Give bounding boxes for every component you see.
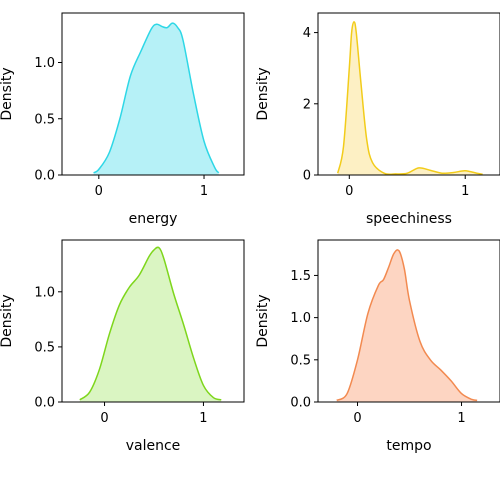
speechiness-x-axis-label: speechiness bbox=[366, 211, 452, 227]
tempo-y-tick-label: 1.0 bbox=[290, 311, 311, 326]
speechiness-density-plot: 0 1 0 2 4 speechiness Density bbox=[255, 12, 500, 227]
energy-x-axis-label: energy bbox=[129, 211, 178, 227]
speechiness-density-line bbox=[336, 21, 483, 176]
speechiness-density-fill bbox=[337, 21, 483, 176]
energy-y-tick-label: 0.5 bbox=[34, 112, 55, 127]
energy-y-axis-label: Density bbox=[0, 67, 15, 120]
energy-y-tick-label: 0.0 bbox=[34, 169, 55, 184]
energy-y-tick-label: 1.0 bbox=[34, 56, 55, 71]
valence-y-tick-label: 0.0 bbox=[34, 396, 55, 411]
speechiness-x-tick-label: 0 bbox=[345, 184, 353, 199]
valence-x-tick-label: 0 bbox=[100, 411, 108, 426]
speechiness-x-tick-label: 1 bbox=[461, 184, 469, 199]
energy-x-tick-label: 1 bbox=[200, 184, 208, 199]
tempo-density-plot: 0 1 0.0 0.5 1.0 1.5 tempo Density bbox=[255, 239, 500, 454]
speechiness-y-tick-label: 0 bbox=[303, 169, 311, 184]
tempo-x-tick-label: 0 bbox=[353, 411, 361, 426]
valence-density-fill bbox=[79, 247, 222, 402]
energy-x-tick-label: 0 bbox=[95, 184, 103, 199]
tempo-x-axis-label: tempo bbox=[386, 438, 431, 454]
valence-x-axis-label: valence bbox=[126, 438, 181, 454]
valence-y-tick-label: 0.5 bbox=[34, 340, 55, 355]
valence-density-plot: 0 1 0.0 0.5 1.0 valence Density bbox=[0, 239, 245, 454]
tempo-y-tick-label: 0.5 bbox=[290, 353, 311, 368]
valence-y-axis-label: Density bbox=[0, 294, 15, 347]
tempo-density-line bbox=[336, 249, 478, 402]
speechiness-y-tick-label: 4 bbox=[303, 26, 311, 41]
valence-axes-frame bbox=[61, 239, 245, 403]
tempo-axes-frame bbox=[317, 239, 500, 403]
speechiness-y-tick-label: 2 bbox=[303, 97, 311, 112]
energy-density-plot: 0 1 0.0 0.5 1.0 energy Density bbox=[0, 12, 245, 227]
valence-density-line bbox=[79, 246, 222, 401]
tempo-y-tick-label: 0.0 bbox=[290, 396, 311, 411]
tempo-y-tick-label: 1.5 bbox=[290, 269, 311, 284]
tempo-y-axis-label: Density bbox=[255, 294, 271, 347]
valence-y-tick-label: 1.0 bbox=[34, 285, 55, 300]
valence-x-tick-label: 1 bbox=[199, 411, 207, 426]
energy-axes-frame bbox=[61, 12, 245, 176]
energy-density-fill bbox=[93, 23, 219, 176]
speechiness-axes-frame bbox=[317, 12, 500, 176]
tempo-x-tick-label: 1 bbox=[457, 411, 465, 426]
tempo-density-fill bbox=[336, 249, 478, 402]
speechiness-y-axis-label: Density bbox=[255, 67, 271, 120]
energy-density-line bbox=[93, 22, 220, 174]
